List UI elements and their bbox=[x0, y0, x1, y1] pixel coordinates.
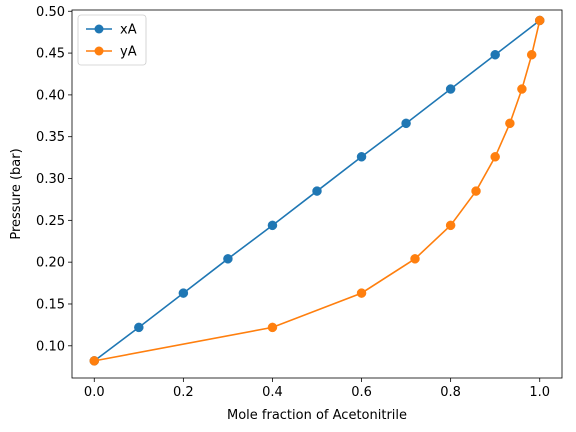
data-point-yA bbox=[410, 254, 420, 264]
x-tick-label: 0.0 bbox=[84, 385, 105, 400]
legend-marker bbox=[94, 24, 104, 34]
data-point-xA bbox=[223, 254, 233, 264]
data-point-xA bbox=[490, 49, 500, 60]
data-point-xA bbox=[178, 288, 189, 298]
y-tick-label: 0.50 bbox=[36, 5, 65, 20]
data-point-yA bbox=[534, 15, 545, 26]
series-yA bbox=[89, 15, 545, 366]
data-point-xA bbox=[356, 152, 367, 162]
y-tick-label: 0.10 bbox=[36, 339, 65, 354]
legend-label: xA bbox=[120, 23, 137, 38]
y-tick-label: 0.15 bbox=[36, 297, 65, 312]
data-point-yA bbox=[267, 322, 278, 333]
legend-marker bbox=[94, 46, 104, 56]
data-point-xA bbox=[312, 186, 322, 196]
y-axis: 0.10 0.15 0.20 0.25 0.30 0.35 0.40 0.45 0.50 bbox=[36, 5, 72, 354]
legend: xA yA bbox=[77, 14, 147, 66]
y-tick-label: 0.45 bbox=[36, 47, 65, 62]
data-point-yA bbox=[89, 356, 100, 366]
data-point-yA bbox=[445, 220, 456, 231]
data-point-yA bbox=[517, 84, 527, 94]
data-point-xA bbox=[445, 84, 456, 94]
x-axis-label: Mole fraction of Acetonitrile bbox=[227, 408, 407, 423]
y-tick-label: 0.30 bbox=[36, 172, 65, 187]
y-tick-label: 0.40 bbox=[36, 88, 65, 103]
data-point-xA bbox=[134, 322, 144, 333]
y-axis-label: Pressure (bar) bbox=[9, 148, 24, 239]
series-layer bbox=[89, 15, 545, 366]
data-point-yA bbox=[471, 186, 481, 196]
x-axis: 0.0 0.2 0.4 0.6 0.8 1.0 bbox=[84, 378, 550, 400]
y-tick-label: 0.35 bbox=[36, 130, 65, 145]
data-point-xA bbox=[401, 118, 411, 129]
x-tick-label: 0.6 bbox=[351, 385, 372, 400]
data-point-yA bbox=[490, 152, 500, 162]
data-point-yA bbox=[505, 118, 515, 129]
x-tick-label: 0.8 bbox=[440, 385, 461, 400]
x-tick-label: 1.0 bbox=[529, 385, 550, 400]
x-tick-label: 0.2 bbox=[173, 385, 194, 400]
data-point-yA bbox=[356, 288, 367, 298]
legend-item-xA: xA bbox=[86, 23, 137, 38]
legend-label: yA bbox=[120, 45, 137, 60]
data-point-xA bbox=[267, 220, 278, 231]
legend-item-yA: yA bbox=[86, 45, 137, 60]
y-tick-label: 0.25 bbox=[36, 214, 65, 229]
plot-area bbox=[71, 9, 563, 379]
x-tick-label: 0.4 bbox=[262, 385, 283, 400]
y-tick-label: 0.20 bbox=[36, 256, 65, 271]
plot-frame bbox=[71, 9, 563, 379]
data-point-yA bbox=[526, 49, 537, 60]
